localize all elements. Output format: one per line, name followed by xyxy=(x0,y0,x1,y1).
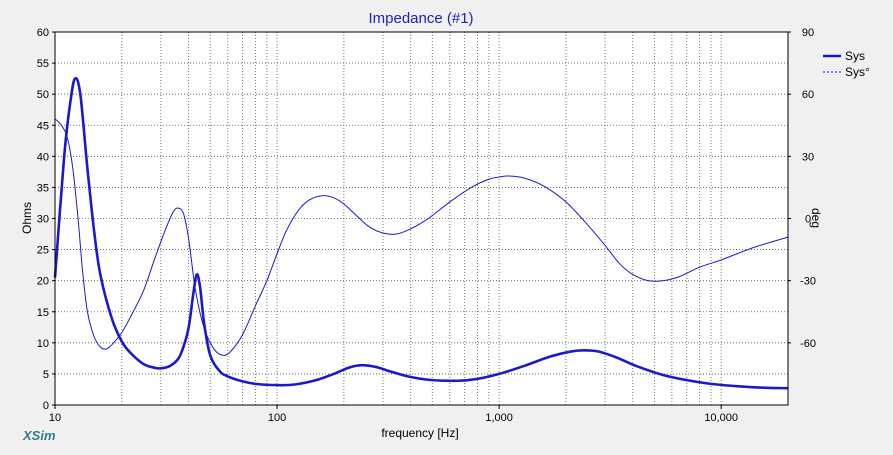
y-tick-label: 30 xyxy=(37,214,49,226)
y-tick-label: 50 xyxy=(37,89,49,101)
chart-title: Impedance (#1) xyxy=(368,10,473,27)
y-tick-label: 40 xyxy=(37,151,49,163)
legend: Sys Sys° xyxy=(823,49,870,79)
x-tick-label: 10,000 xyxy=(704,412,738,424)
x-tick-label: 10 xyxy=(49,412,61,424)
x-tick-label: 1,000 xyxy=(485,412,513,424)
y-tick-label: 25 xyxy=(37,245,49,257)
y2-tick-label: 30 xyxy=(802,151,814,163)
y-tick-label: 5 xyxy=(43,369,49,381)
x-tick-label: 100 xyxy=(268,412,286,424)
y2-tick-label: 60 xyxy=(802,89,814,101)
y-tick-label: 60 xyxy=(37,27,49,39)
series-sys-phase-line xyxy=(54,118,789,356)
y2-tick-label: 0 xyxy=(805,214,811,226)
y-tick-label: 10 xyxy=(37,338,49,350)
y-tick-label: 15 xyxy=(37,307,49,319)
y-tick-label: 45 xyxy=(37,120,49,132)
legend-sysdeg-label: Sys° xyxy=(845,65,870,79)
y-tick-label: 55 xyxy=(37,58,49,70)
xsim-logo: XSim xyxy=(22,428,56,443)
series-sys-magnitude-line xyxy=(53,76,789,390)
y-tick-label: 0 xyxy=(43,400,49,412)
y-axis-title: Ohms xyxy=(20,202,34,234)
x-axis-title: frequency [Hz] xyxy=(381,426,458,440)
series-layer xyxy=(53,76,789,390)
y2-axis-title: deg xyxy=(809,208,823,228)
legend-sys-label: Sys xyxy=(845,49,865,63)
y-tick-label: 35 xyxy=(37,182,49,194)
y2-tick-label: 90 xyxy=(802,27,814,39)
y2-tick-label: -30 xyxy=(800,276,816,288)
grid-lines xyxy=(55,32,789,405)
y2-tick-label: -60 xyxy=(800,338,816,350)
y-tick-label: 20 xyxy=(37,276,49,288)
tick-labels: 0 5 10 15 20 25 30 35 40 45 50 55 60 -60 -30 0 30 60 90 10 1… xyxy=(37,27,816,424)
